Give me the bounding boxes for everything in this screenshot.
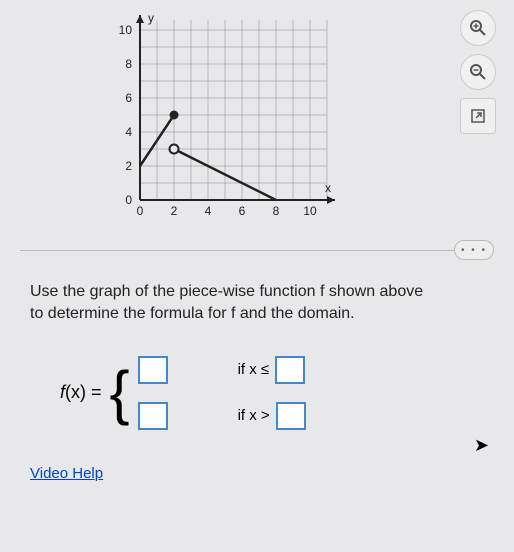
svg-text:4: 4 [205, 204, 212, 218]
more-button[interactable]: • • • [454, 240, 494, 260]
svg-text:4: 4 [125, 125, 132, 139]
fx-rest: (x) = [65, 382, 102, 402]
zoom-out-icon [469, 63, 487, 81]
svg-text:0: 0 [137, 204, 144, 218]
formula-input-2[interactable] [138, 402, 168, 430]
svg-text:10: 10 [119, 23, 133, 37]
question-line2: to determine the formula for f and the d… [30, 305, 355, 322]
divider-area: • • • [0, 250, 514, 251]
formula-pieces [138, 356, 168, 430]
zoom-in-button[interactable] [460, 10, 496, 46]
expand-button[interactable] [460, 98, 496, 134]
question-line1: Use the graph of the piece-wise function… [30, 283, 423, 300]
tool-panel [460, 10, 496, 134]
condition-input-2[interactable] [276, 402, 306, 430]
svg-text:2: 2 [171, 204, 178, 218]
piecewise-graph: 0 2 4 6 8 10 0 2 4 6 8 10 y x [100, 10, 340, 220]
formula-area: f(x) = { if x ≤ if x > [30, 356, 484, 430]
formula-input-1[interactable] [138, 356, 168, 384]
cursor-icon: ➤ [474, 435, 489, 456]
conditions: if x ≤ if x > [238, 356, 306, 430]
svg-text:y: y [148, 11, 154, 25]
condition-2: if x > [238, 402, 306, 430]
svg-text:x: x [325, 181, 331, 195]
svg-text:8: 8 [273, 204, 280, 218]
svg-text:6: 6 [125, 91, 132, 105]
condition1-label: if x ≤ [238, 361, 270, 378]
condition-1: if x ≤ [238, 356, 306, 384]
condition2-label: if x > [238, 407, 270, 424]
fx-label: f(x) = [60, 382, 102, 403]
svg-text:6: 6 [239, 204, 246, 218]
svg-text:8: 8 [125, 57, 132, 71]
zoom-out-button[interactable] [460, 54, 496, 90]
svg-text:2: 2 [125, 159, 132, 173]
brace-icon: { [110, 363, 130, 423]
zoom-in-icon [469, 19, 487, 37]
svg-text:0: 0 [125, 193, 132, 207]
question-text: Use the graph of the piece-wise function… [30, 281, 484, 326]
expand-icon [470, 108, 486, 124]
graph-section: 0 2 4 6 8 10 0 2 4 6 8 10 y x [0, 0, 514, 240]
divider-line [20, 250, 494, 251]
condition-input-1[interactable] [275, 356, 305, 384]
video-help-link[interactable]: Video Help [30, 465, 103, 482]
question-section: Use the graph of the piece-wise function… [0, 261, 514, 440]
svg-text:10: 10 [303, 204, 317, 218]
